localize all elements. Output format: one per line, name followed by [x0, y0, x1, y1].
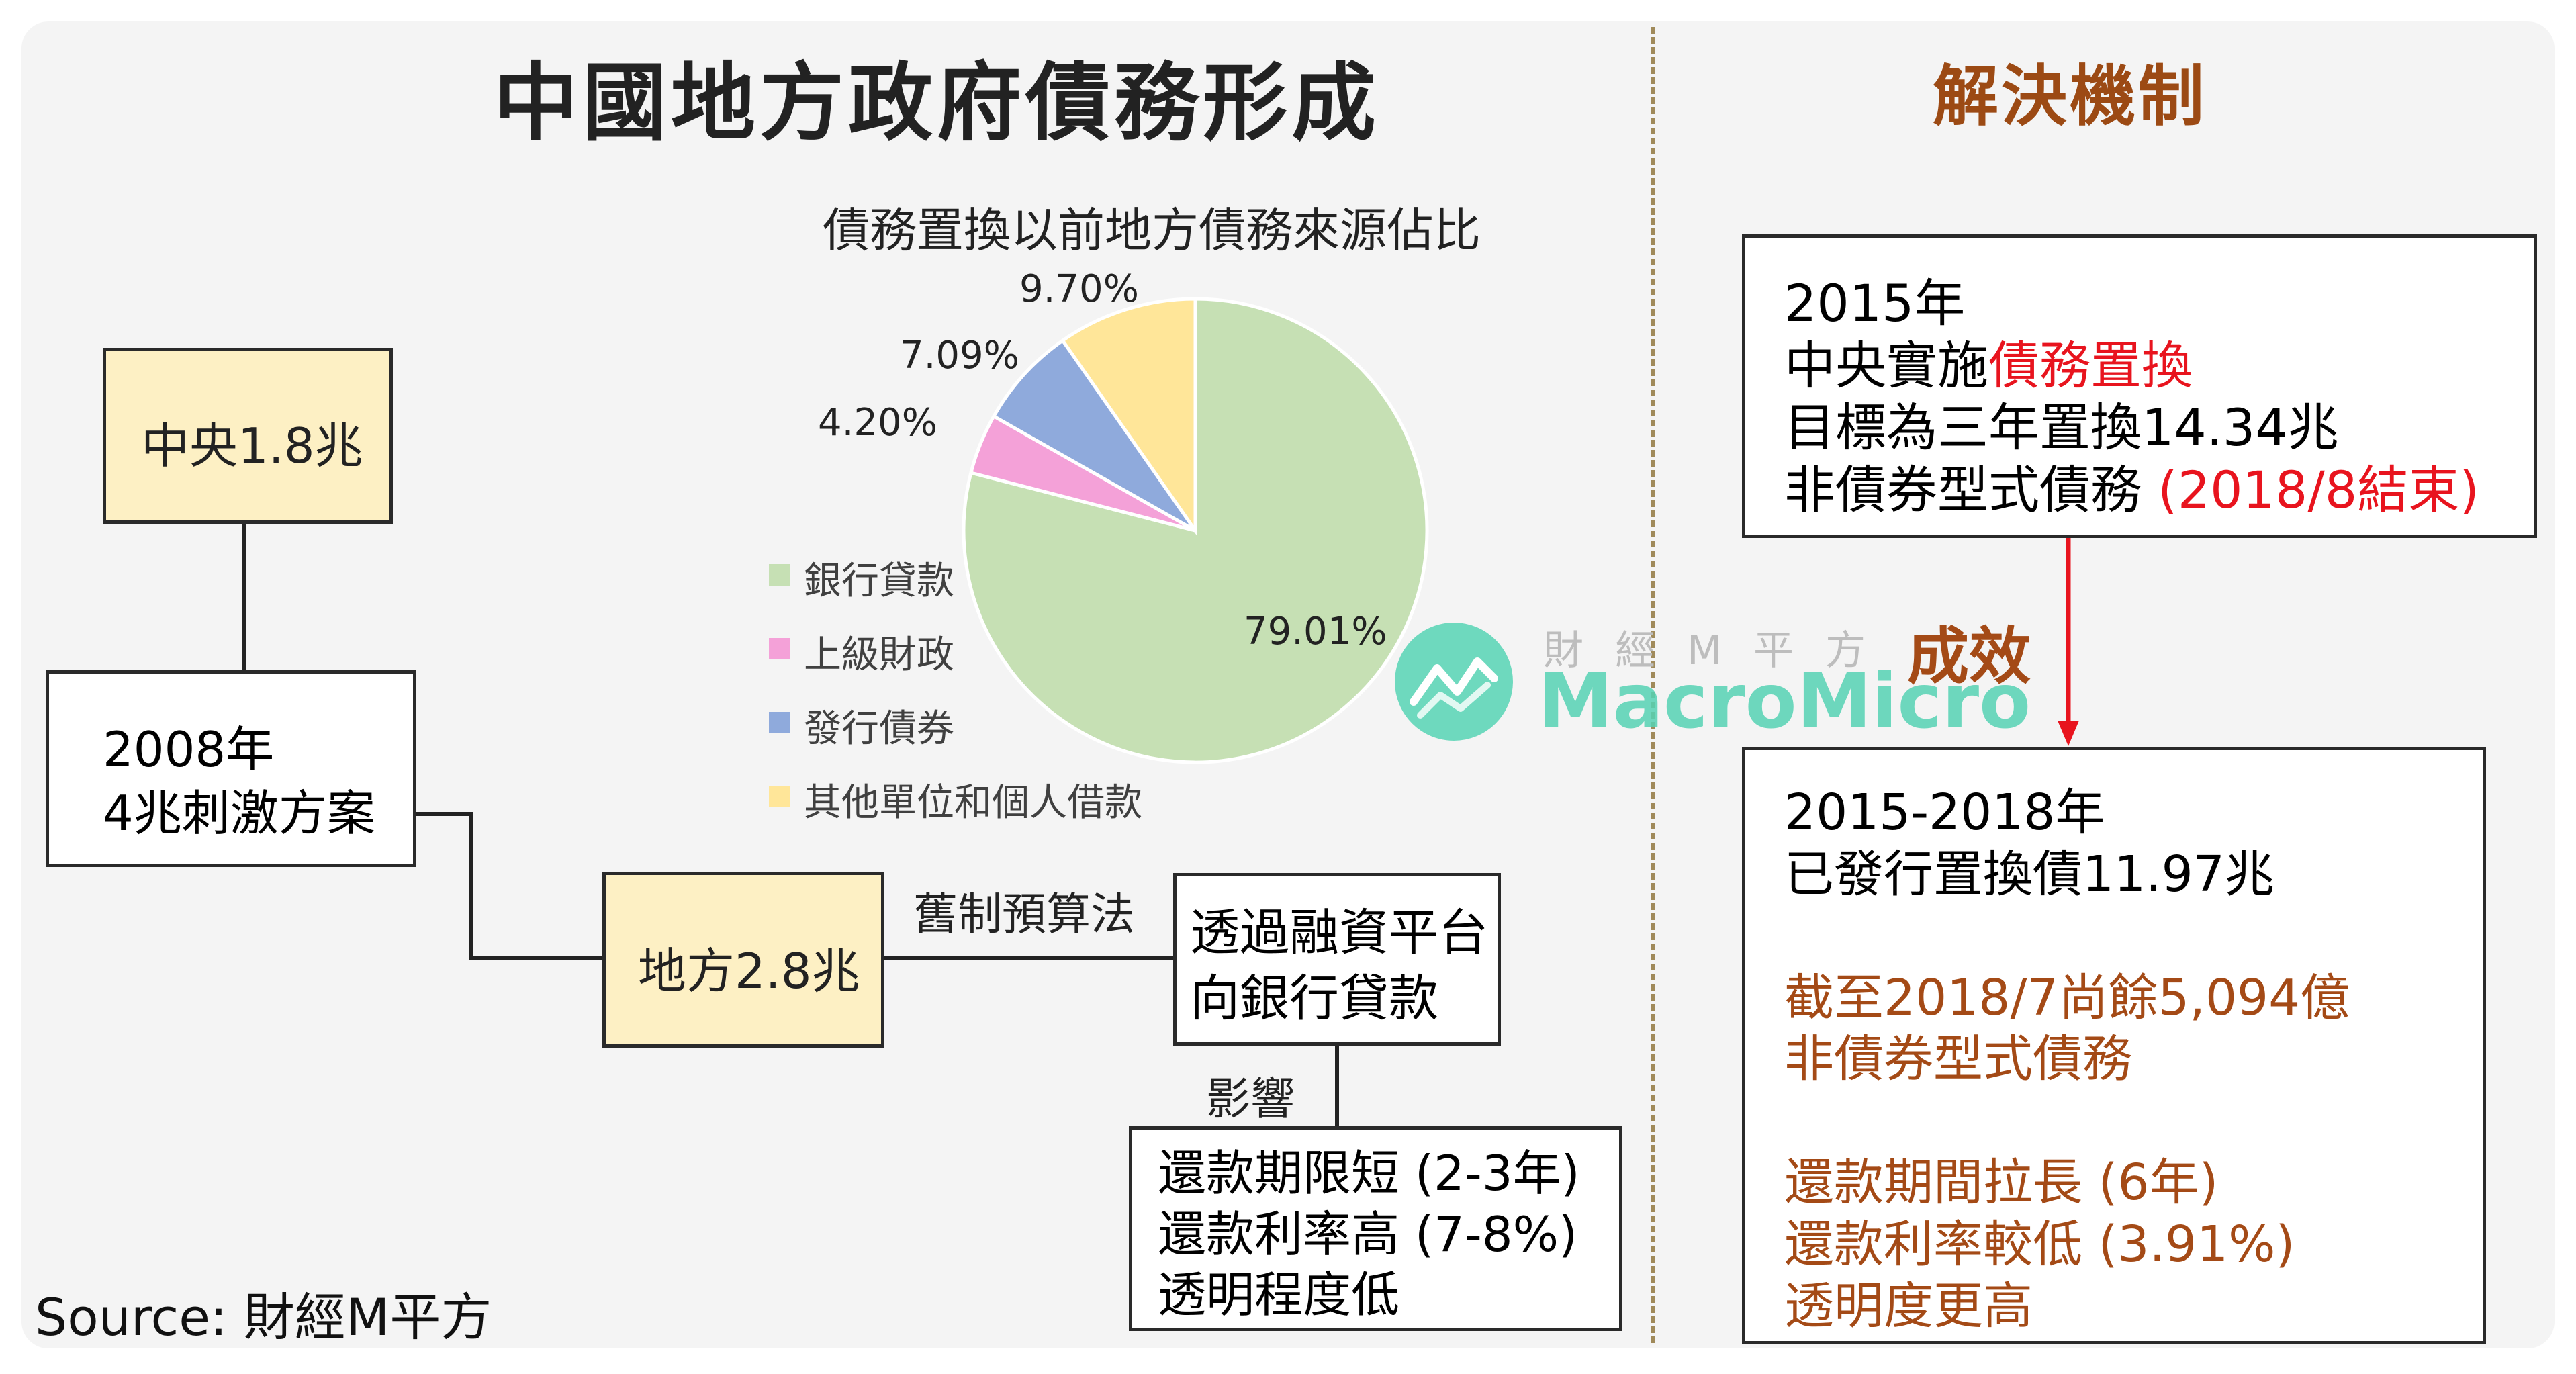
pie-slice-bonds: [991, 338, 1197, 533]
right-title: 解決機制: [1933, 58, 2207, 135]
impact-line-1: 還款期限短 (2-3年): [1158, 1145, 1580, 1201]
local-box: 地方2.8兆: [602, 872, 884, 1048]
chart-title: 債務置換以前地方債務來源佔比: [823, 203, 1481, 258]
impact-line-2: 還款利率高 (7-8%): [1158, 1205, 1578, 1263]
slice-label-banks: 79.01%: [1244, 610, 1387, 653]
watermark-cn: 財 經 M 平 方: [1543, 627, 1876, 674]
vertical-divider: [1651, 27, 1655, 1343]
central-label: 中央1.8兆: [141, 418, 363, 474]
connector-central-stimulus: [242, 524, 246, 670]
old-budget-law-label: 舊制預算法: [913, 888, 1135, 940]
arrow-down-icon: [2058, 538, 2079, 746]
financing-line-2: 向銀行貸款: [1190, 969, 1438, 1027]
effect-label: 成效: [1907, 621, 2031, 692]
legend-swatch: [769, 638, 790, 659]
swap-line-2: 中央實施債務置換: [1784, 335, 2193, 396]
slice-label-other: 9.70%: [1019, 267, 1139, 311]
stimulus-year: 2008年: [103, 721, 275, 778]
financing-line-1: 透過融資平台: [1190, 904, 1488, 962]
swap-end-date: (2018/8結束): [2158, 460, 2479, 520]
legend-label: 銀行貸款: [804, 559, 954, 603]
swap-line-3: 目標為三年置換14.34兆: [1784, 398, 2339, 458]
impact-box: 還款期限短 (2-3年) 還款利率高 (7-8%) 透明程度低: [1129, 1126, 1622, 1331]
slice-label-bonds: 7.09%: [900, 334, 1019, 377]
connector-local-financing: [884, 956, 1173, 960]
central-box: 中央1.8兆: [103, 348, 393, 524]
stimulus-plan: 4兆刺激方案: [103, 785, 375, 842]
pie-slice-other: [1060, 297, 1197, 536]
swap-highlight: 債務置換: [1988, 335, 2193, 396]
legend-swatch: [769, 712, 790, 733]
debt-swap-box: 2015年 中央實施債務置換 目標為三年置換14.34兆 非債券型式債務 (20…: [1742, 234, 2537, 538]
swap-line-4: 非債券型式債務 (2018/8結束): [1784, 460, 2479, 520]
connector-financing-impact: [1335, 1046, 1339, 1128]
legend-swatch: [769, 786, 790, 807]
remaining-line-2: 非債券型式債務: [1784, 1030, 2132, 1089]
legend-label: 上級財政: [804, 633, 954, 677]
effect-line-3: 透明度更高: [1784, 1277, 2033, 1335]
slice-label-superior-finance: 4.20%: [818, 401, 937, 445]
legend-label: 發行債券: [804, 707, 954, 751]
impact-line-3: 透明程度低: [1158, 1267, 1400, 1324]
connector-stimulus-right: [416, 812, 471, 816]
macromicro-logo-icon: [1395, 623, 1513, 741]
results-years: 2015-2018年: [1784, 784, 2105, 841]
source-note: Source: 財經M平方: [35, 1287, 492, 1347]
remaining-line-1: 截至2018/7尚餘5,094億: [1784, 968, 2350, 1027]
local-label: 地方2.8兆: [638, 943, 860, 999]
legend-swatch: [769, 564, 790, 586]
results-issued: 已發行置換債11.97兆: [1784, 845, 2274, 903]
financing-box: 透過融資平台 向銀行貸款: [1173, 873, 1501, 1046]
legend-label: 其他單位和個人借款: [804, 781, 1142, 825]
connector-to-local: [469, 956, 602, 960]
stimulus-box: 2008年 4兆刺激方案: [46, 670, 416, 867]
effect-line-1: 還款期間拉長 (6年): [1784, 1154, 2219, 1211]
effect-line-2: 還款利率較低 (3.91%): [1784, 1215, 2295, 1273]
swap-year: 2015年: [1784, 273, 1966, 333]
watermark-en: MacroMicro: [1538, 658, 2031, 745]
pie-chart: [962, 297, 1429, 764]
results-box: 2015-2018年 已發行置換債11.97兆 截至2018/7尚餘5,094億…: [1742, 747, 2486, 1344]
impact-label: 影響: [1206, 1073, 1295, 1125]
page-title: 中國地方政府債務形成: [494, 54, 1380, 152]
connector-stimulus-down: [469, 812, 473, 960]
